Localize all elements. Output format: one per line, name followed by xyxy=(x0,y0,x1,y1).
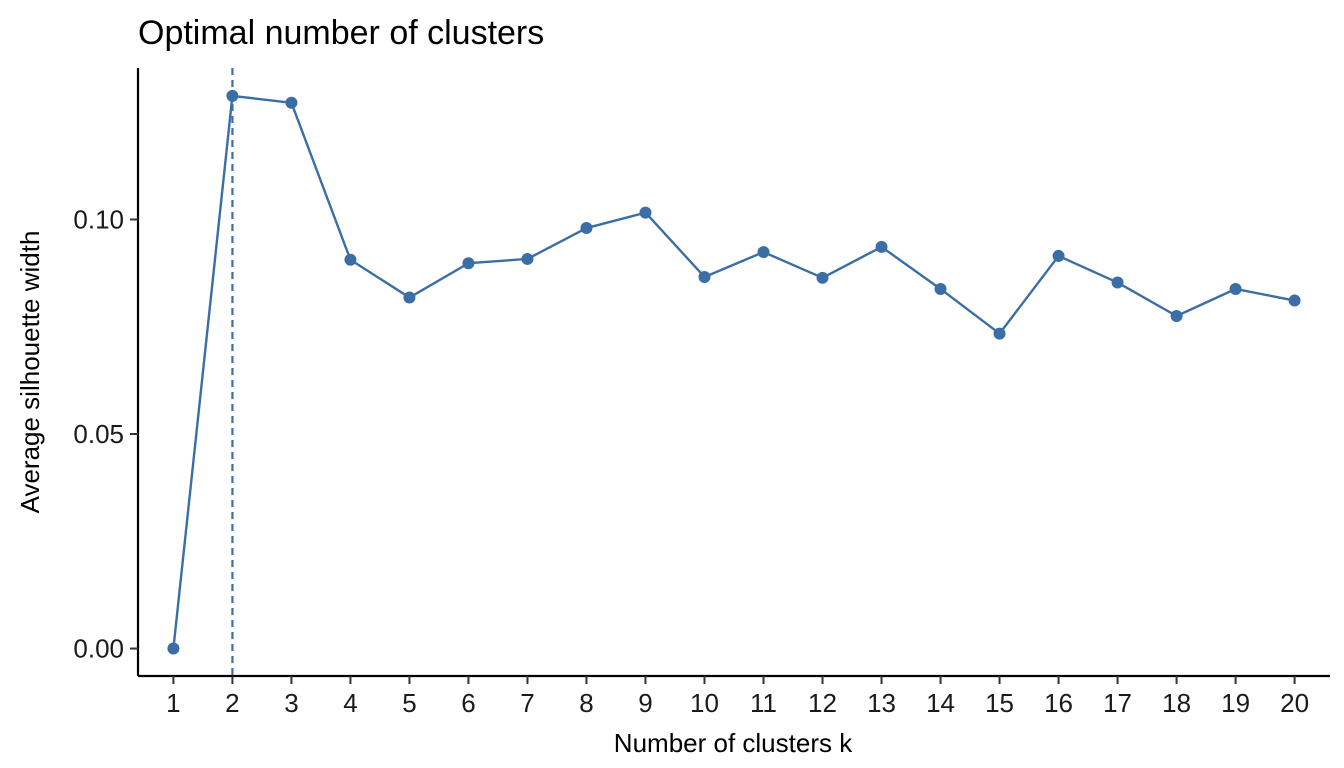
data-point xyxy=(1229,282,1242,295)
series-line xyxy=(172,94,1295,649)
x-tick-label: 11 xyxy=(750,688,777,718)
x-axis-title: Number of clusters k xyxy=(614,728,853,758)
data-point xyxy=(993,327,1006,340)
data-point xyxy=(1052,249,1065,262)
x-tick-label: 6 xyxy=(461,688,475,718)
y-axis-title: Average silhouette width xyxy=(15,231,45,514)
x-tick-label: 15 xyxy=(985,688,1014,718)
x-tick-label: 1 xyxy=(166,688,180,718)
x-tick-label: 16 xyxy=(1044,688,1073,718)
data-point xyxy=(226,89,239,102)
y-tick-label: 0.00 xyxy=(73,634,124,664)
x-tick-label: 18 xyxy=(1162,688,1191,718)
data-point xyxy=(639,206,652,219)
data-point xyxy=(1111,276,1124,289)
x-tick-label: 10 xyxy=(690,688,719,718)
axes-layer: 0.000.050.101 2 3 4 5 6 7 8 9 10 11 12 13 14 15 16 17 18 1… xyxy=(73,68,1330,718)
x-tick-label: 4 xyxy=(343,688,357,718)
x-tick-label: 5 xyxy=(402,688,416,718)
data-point xyxy=(1288,294,1301,307)
x-tick-label: 2 xyxy=(225,688,239,718)
data-point xyxy=(285,96,298,109)
data-point xyxy=(403,291,416,304)
x-tick-label: 19 xyxy=(1221,688,1250,718)
x-tick-label: 14 xyxy=(926,688,955,718)
data-point xyxy=(934,282,947,295)
y-tick-label: 0.05 xyxy=(73,419,124,449)
y-tick-label: 0.10 xyxy=(73,204,124,234)
x-tick-label: 7 xyxy=(520,688,534,718)
data-point xyxy=(580,222,593,235)
data-point xyxy=(462,257,475,270)
x-tick-label: 8 xyxy=(579,688,593,718)
data-point xyxy=(757,246,770,259)
x-tick-label: 3 xyxy=(284,688,298,718)
data-point xyxy=(816,271,829,284)
data-point xyxy=(698,270,711,283)
data-point xyxy=(521,252,534,265)
data-point xyxy=(167,642,180,655)
x-tick-label: 9 xyxy=(638,688,652,718)
x-tick-label: 17 xyxy=(1103,688,1132,718)
data-point xyxy=(875,240,888,253)
series-layer xyxy=(167,89,1301,655)
x-tick-label: 13 xyxy=(867,688,896,718)
data-point xyxy=(344,253,357,266)
data-point xyxy=(1170,310,1183,323)
x-tick-label: 12 xyxy=(808,688,837,718)
x-tick-label: 20 xyxy=(1280,688,1309,718)
chart-title: Optimal number of clusters xyxy=(138,14,544,52)
